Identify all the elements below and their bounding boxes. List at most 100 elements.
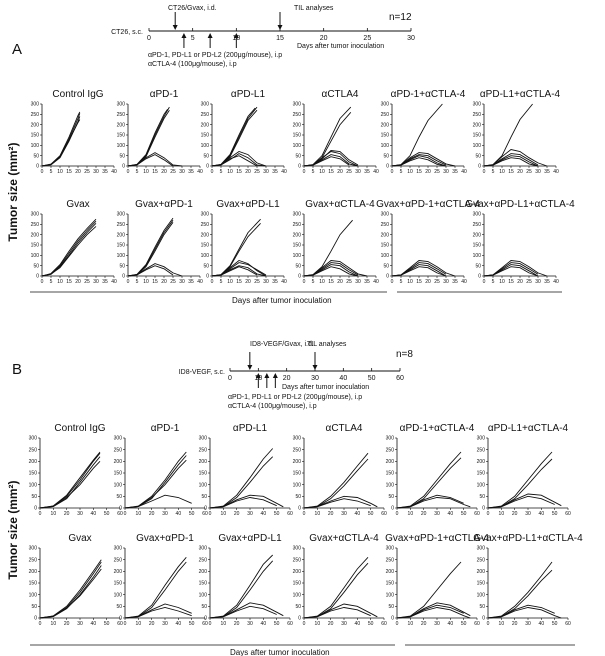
x-tick-label: 0: [124, 621, 127, 627]
x-tick-label: 10: [315, 621, 321, 627]
y-tick-label: 50: [116, 494, 122, 500]
x-tick-label: 40: [553, 169, 559, 175]
y-tick-label: 200: [31, 122, 40, 128]
series-line: [303, 266, 359, 277]
x-tick-label: 10: [499, 169, 505, 175]
tumor-growth-chart: Gvax 0 50 100 150 200 250 300 0 10 20 30 40 50 60: [29, 533, 123, 627]
x-tick-label: 10: [221, 621, 227, 627]
timeline-a-tick-label: 0: [147, 35, 151, 42]
x-tick-label: 10: [408, 511, 414, 517]
x-tick-label: 40: [553, 279, 559, 285]
y-tick-label: 300: [473, 212, 482, 218]
x-tick-label: 30: [535, 169, 541, 175]
y-tick-label: 300: [114, 436, 123, 442]
tumor-growth-chart: αPD-L1 0 50 100 150 200 250 300 0 10 20 30 40 50 60: [199, 423, 293, 517]
tumor-growth-chart: Gvax+αPD-1 0 50 100 150 200 250 300 0 10 20 30 40 50 6…: [114, 533, 208, 627]
y-tick-label: 100: [199, 482, 208, 488]
timeline-a-tick-label: 20: [320, 35, 328, 42]
y-tick-label: 200: [293, 232, 302, 238]
y-tick-label: 100: [293, 253, 302, 259]
chart-title: αPD-L1: [231, 89, 266, 100]
y-tick-label: 0: [478, 164, 481, 170]
y-tick-label: 200: [381, 122, 390, 128]
x-tick-label: 30: [525, 621, 531, 627]
timeline-b-n-label: n=8: [396, 349, 413, 360]
series-line: [391, 266, 447, 277]
x-tick-label: 25: [434, 169, 440, 175]
series-line: [41, 111, 81, 167]
x-tick-label: 40: [539, 511, 545, 517]
y-tick-label: 50: [33, 153, 39, 159]
x-tick-label: 30: [247, 621, 253, 627]
x-tick-label: 0: [487, 621, 490, 627]
y-tick-label: 150: [29, 471, 38, 477]
x-tick-label: 40: [176, 511, 182, 517]
x-tick-label: 20: [75, 169, 81, 175]
x-tick-label: 10: [408, 621, 414, 627]
series-line: [124, 459, 187, 509]
x-tick-label: 30: [263, 279, 269, 285]
chart-title: αPD-1+αCTLA-4: [400, 423, 475, 434]
timeline-a-til-arrowhead: [277, 25, 283, 30]
x-tick-label: 20: [64, 511, 70, 517]
x-tick-label: 30: [263, 169, 269, 175]
chart-title: Gvax+αPD-L1: [218, 533, 282, 544]
y-tick-label: 200: [381, 232, 390, 238]
x-tick-label: 15: [328, 169, 334, 175]
chart-title: Gvax+αCTLA-4: [305, 199, 375, 210]
x-tick-label: 35: [364, 279, 370, 285]
y-tick-label: 300: [31, 212, 40, 218]
tumor-growth-chart: αPD-1 0 50 100 150 200 250 300 0 10 20 30 40 50 60: [114, 423, 208, 517]
y-tick-label: 200: [199, 459, 208, 465]
chart-title: Gvax+αCTLA-4: [309, 533, 379, 544]
x-tick-label: 10: [143, 279, 149, 285]
y-tick-label: 150: [386, 471, 395, 477]
y-tick-label: 50: [119, 153, 125, 159]
y-tick-label: 250: [31, 222, 40, 228]
y-tick-label: 0: [298, 164, 301, 170]
x-tick-label: 15: [152, 169, 158, 175]
x-tick-label: 40: [176, 621, 182, 627]
x-tick-label: 30: [355, 279, 361, 285]
x-tick-label: 10: [51, 511, 57, 517]
series-line: [396, 602, 471, 619]
y-tick-label: 200: [473, 232, 482, 238]
y-tick-label: 250: [114, 447, 123, 453]
y-tick-label: 300: [201, 212, 210, 218]
x-tick-label: 35: [452, 279, 458, 285]
timeline-b: B ID8-VEGF/Gvax, i.d. ID8-VEGF, s.c. TIL…: [12, 341, 413, 410]
x-tick-label: 50: [368, 621, 374, 627]
timeline-a-tick-label: 30: [407, 35, 415, 42]
x-tick-label: 30: [434, 621, 440, 627]
y-tick-label: 50: [201, 494, 207, 500]
y-tick-label: 200: [29, 459, 38, 465]
x-tick-label: 35: [452, 169, 458, 175]
y-tick-label: 50: [295, 604, 301, 610]
x-tick-label: 0: [127, 279, 130, 285]
y-tick-label: 300: [473, 102, 482, 108]
y-tick-label: 0: [36, 164, 39, 170]
timeline-a-til-label: TIL analyses: [294, 5, 334, 12]
y-tick-label: 100: [114, 592, 123, 598]
chart-title: αCTLA4: [322, 89, 359, 100]
series-line: [211, 266, 258, 277]
x-tick-label: 0: [211, 169, 214, 175]
x-tick-label: 60: [287, 511, 293, 517]
y-tick-label: 300: [199, 546, 208, 552]
y-tick-label: 250: [473, 112, 482, 118]
y-tick-label: 300: [477, 546, 486, 552]
y-tick-label: 100: [293, 482, 302, 488]
series-line: [487, 458, 553, 509]
y-tick-label: 0: [36, 274, 39, 280]
timeline-a: A CT26/Gvax, i.d. CT26, s.c. TIL analyse…: [12, 5, 415, 68]
y-tick-label: 150: [117, 243, 126, 249]
x-tick-label: 30: [77, 621, 83, 627]
ylabel-b: Tumor size (mm²): [6, 480, 20, 579]
y-tick-label: 50: [388, 494, 394, 500]
xlabel-b: Days after tumor inoculation: [230, 648, 330, 656]
